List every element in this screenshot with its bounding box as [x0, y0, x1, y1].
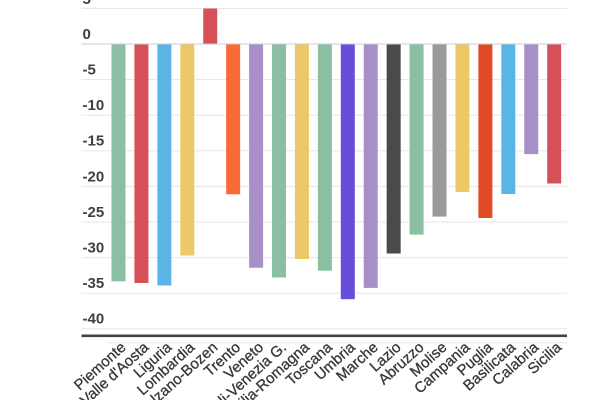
svg-text:-25: -25: [83, 204, 105, 221]
svg-text:0: 0: [83, 26, 91, 43]
svg-text:-10: -10: [83, 97, 105, 114]
svg-text:-30: -30: [83, 240, 105, 257]
svg-text:-20: -20: [83, 168, 105, 185]
svg-text:-5: -5: [83, 62, 96, 79]
svg-text:-15: -15: [83, 133, 105, 150]
svg-text:-40: -40: [83, 311, 105, 328]
svg-text:5: 5: [83, 0, 91, 8]
svg-text:-35: -35: [83, 275, 105, 292]
